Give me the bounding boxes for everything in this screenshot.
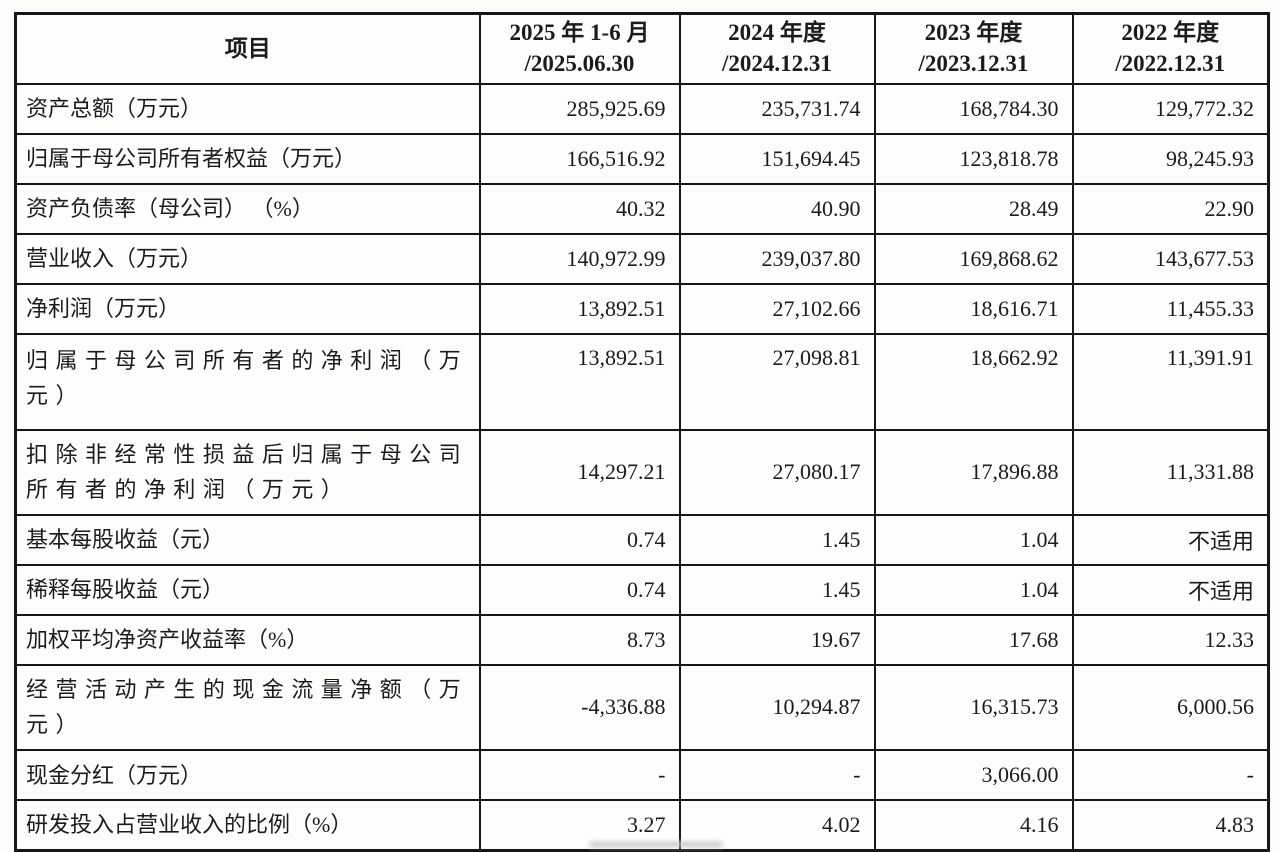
row-label: 研发投入占营业收入的比例（%） <box>14 799 481 851</box>
row-value: 285,925.69 <box>478 82 681 135</box>
row-label: 加权平均净资产收益率（%） <box>14 613 481 666</box>
row-value: 0.74 <box>478 513 681 566</box>
header-item-label: 项目 <box>224 35 271 61</box>
row-value: 27,080.17 <box>678 428 876 516</box>
header-period-2023: 2023 年度 /2023.12.31 <box>873 12 1074 85</box>
row-value: 98,245.93 <box>1071 132 1270 185</box>
row-value: 4.83 <box>1071 799 1270 851</box>
row-value: 13,892.51 <box>478 332 681 431</box>
row-value: 1.45 <box>678 563 876 616</box>
row-value: 17.68 <box>873 613 1074 666</box>
row-value: 不适用 <box>1071 513 1270 566</box>
row-label: 净利润（万元） <box>14 282 481 335</box>
table-row: 加权平均净资产收益率（%） 8.73 19.67 17.68 12.33 <box>14 613 1270 666</box>
row-value: 17,896.88 <box>873 428 1074 516</box>
table-row: 研发投入占营业收入的比例（%） 3.27 4.02 4.16 4.83 <box>14 799 1270 851</box>
header-period-2025: 2025 年 1-6 月 /2025.06.30 <box>478 12 681 85</box>
table-row: 扣除非经常性损益后归属于母公司所有者的净利润（万元） 14,297.21 27,… <box>14 428 1270 516</box>
row-value: -4,336.88 <box>478 663 681 752</box>
row-label: 经营活动产生的现金流量净额（万元） <box>14 663 481 752</box>
period-date: /2022.12.31 <box>1115 50 1226 76</box>
row-value: 40.32 <box>478 182 681 235</box>
row-value: 40.90 <box>678 182 876 235</box>
row-value: 13,892.51 <box>478 282 681 335</box>
table-row: 基本每股收益（元） 0.74 1.45 1.04 不适用 <box>14 513 1270 566</box>
row-value: - <box>1071 749 1270 801</box>
row-value: 168,784.30 <box>873 82 1074 135</box>
row-value: 12.33 <box>1071 613 1270 666</box>
row-label: 稀释每股收益（元） <box>14 563 481 616</box>
row-value: 140,972.99 <box>478 232 681 285</box>
row-label: 资产总额（万元） <box>14 82 481 135</box>
row-value: 11,331.88 <box>1071 428 1270 516</box>
row-value: 16,315.73 <box>873 663 1074 752</box>
row-value: 28.49 <box>873 182 1074 235</box>
header-period-2022: 2022 年度 /2022.12.31 <box>1071 12 1270 85</box>
row-value: 6,000.56 <box>1071 663 1270 752</box>
table-row: 稀释每股收益（元） 0.74 1.45 1.04 不适用 <box>14 563 1270 616</box>
row-label: 现金分红（万元） <box>14 749 481 801</box>
row-value: 151,694.45 <box>678 132 876 185</box>
row-value: 1.04 <box>873 563 1074 616</box>
table-row: 经营活动产生的现金流量净额（万元） -4,336.88 10,294.87 16… <box>14 663 1270 752</box>
period-date: /2023.12.31 <box>918 50 1029 76</box>
table-row: 归属于母公司所有者权益（万元） 166,516.92 151,694.45 12… <box>14 132 1270 185</box>
row-value: 11,455.33 <box>1071 282 1270 335</box>
row-value: 1.04 <box>873 513 1074 566</box>
row-value: 11,391.91 <box>1071 332 1270 431</box>
row-value: 27,102.66 <box>678 282 876 335</box>
row-label: 营业收入（万元） <box>14 232 481 285</box>
page-edge-artifact <box>589 841 723 848</box>
row-label: 归属于母公司所有者权益（万元） <box>14 132 481 185</box>
row-value: 14,297.21 <box>478 428 681 516</box>
row-value: 4.16 <box>873 799 1074 851</box>
table-row: 净利润（万元） 13,892.51 27,102.66 18,616.71 11… <box>14 282 1270 335</box>
row-value: 18,662.92 <box>873 332 1074 431</box>
period-date: /2025.06.30 <box>524 50 635 76</box>
table-row: 归属于母公司所有者的净利润（万元） 13,892.51 27,098.81 18… <box>14 332 1270 431</box>
row-value: 239,037.80 <box>678 232 876 285</box>
period-title: 2022 年度 <box>1121 20 1220 46</box>
row-value: 143,677.53 <box>1071 232 1270 285</box>
row-value: 129,772.32 <box>1071 82 1270 135</box>
period-title: 2023 年度 <box>924 20 1023 46</box>
row-value: 19.67 <box>678 613 876 666</box>
row-value: 169,868.62 <box>873 232 1074 285</box>
row-label: 扣除非经常性损益后归属于母公司所有者的净利润（万元） <box>14 428 481 516</box>
table-row: 资产负债率（母公司） （%） 40.32 40.90 28.49 22.90 <box>14 182 1270 235</box>
row-value: - <box>678 749 876 801</box>
row-value: 8.73 <box>478 613 681 666</box>
row-value: - <box>478 749 681 801</box>
financial-summary: 项目 2025 年 1-6 月 /2025.06.30 2024 年度 /202… <box>14 12 1270 852</box>
financial-summary-table: 项目 2025 年 1-6 月 /2025.06.30 2024 年度 /202… <box>14 12 1270 852</box>
row-value: 22.90 <box>1071 182 1270 235</box>
period-date: /2024.12.31 <box>722 50 832 76</box>
row-value: 1.45 <box>678 513 876 566</box>
row-label: 资产负债率（母公司） （%） <box>14 182 481 235</box>
table-row: 资产总额（万元） 285,925.69 235,731.74 168,784.3… <box>14 82 1270 135</box>
row-value: 10,294.87 <box>678 663 876 752</box>
row-value: 3,066.00 <box>873 749 1074 801</box>
header-item: 项目 <box>14 12 481 85</box>
row-value: 不适用 <box>1071 563 1270 616</box>
row-value: 27,098.81 <box>678 332 876 431</box>
row-value: 235,731.74 <box>678 82 876 135</box>
period-title: 2025 年 1-6 月 <box>509 20 650 46</box>
row-value: 123,818.78 <box>873 132 1074 185</box>
row-value: 166,516.92 <box>478 132 681 185</box>
row-value: 0.74 <box>478 563 681 616</box>
header-period-2024: 2024 年度 /2024.12.31 <box>678 12 876 85</box>
row-value: 18,616.71 <box>873 282 1074 335</box>
row-label: 归属于母公司所有者的净利润（万元） <box>14 332 481 431</box>
table-body: 资产总额（万元） 285,925.69 235,731.74 168,784.3… <box>14 82 1270 851</box>
row-label: 基本每股收益（元） <box>14 513 481 566</box>
table-row: 营业收入（万元） 140,972.99 239,037.80 169,868.6… <box>14 232 1270 285</box>
header-row: 项目 2025 年 1-6 月 /2025.06.30 2024 年度 /202… <box>14 12 1270 85</box>
period-title: 2024 年度 <box>728 20 826 46</box>
table-row: 现金分红（万元） - - 3,066.00 - <box>14 749 1270 801</box>
